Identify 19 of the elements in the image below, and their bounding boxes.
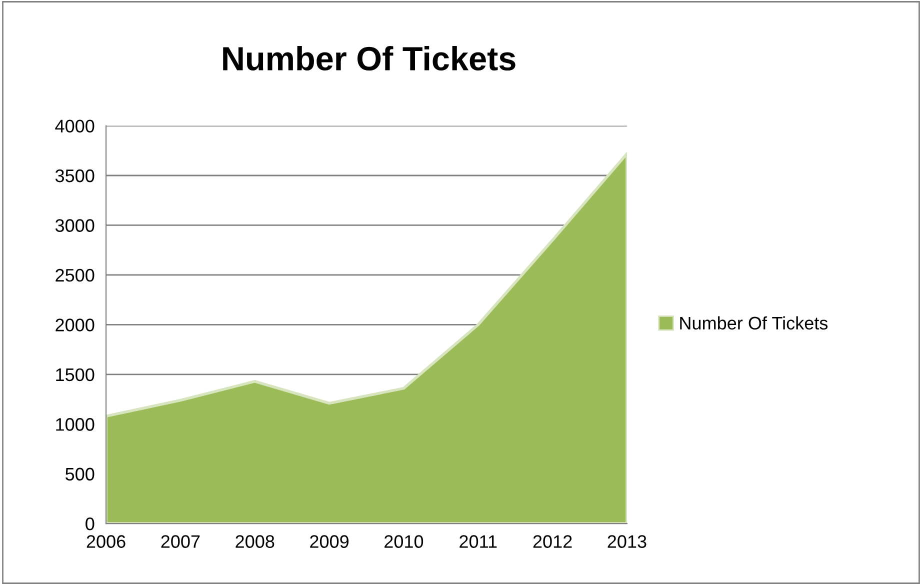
y-tick-label: 500 (66, 468, 94, 481)
y-tick-label: 3500 (55, 169, 94, 182)
y-tick-label: 1000 (56, 418, 94, 431)
x-tick-label: 2009 (310, 535, 349, 548)
y-tick-label: 4000 (55, 120, 94, 132)
y-tick-label: 3000 (55, 219, 94, 232)
x-tick-label: 2011 (460, 535, 497, 548)
y-tick-label: 2500 (56, 268, 94, 282)
x-tick-label: 2007 (161, 535, 200, 548)
y-tick-label: 0 (86, 518, 94, 530)
x-tick-label: 2010 (384, 535, 424, 548)
x-tick-label: 2008 (236, 535, 274, 548)
x-tick-label: 2013 (608, 535, 646, 548)
chart-title: Number Of Tickets (223, 46, 516, 71)
legend-label: Number Of Tickets (680, 316, 828, 330)
y-tick-label: 2000 (56, 318, 94, 332)
x-tick-label: 2006 (86, 535, 126, 548)
x-tick-label: 2012 (533, 535, 572, 548)
y-tick-label: 1500 (56, 368, 94, 382)
